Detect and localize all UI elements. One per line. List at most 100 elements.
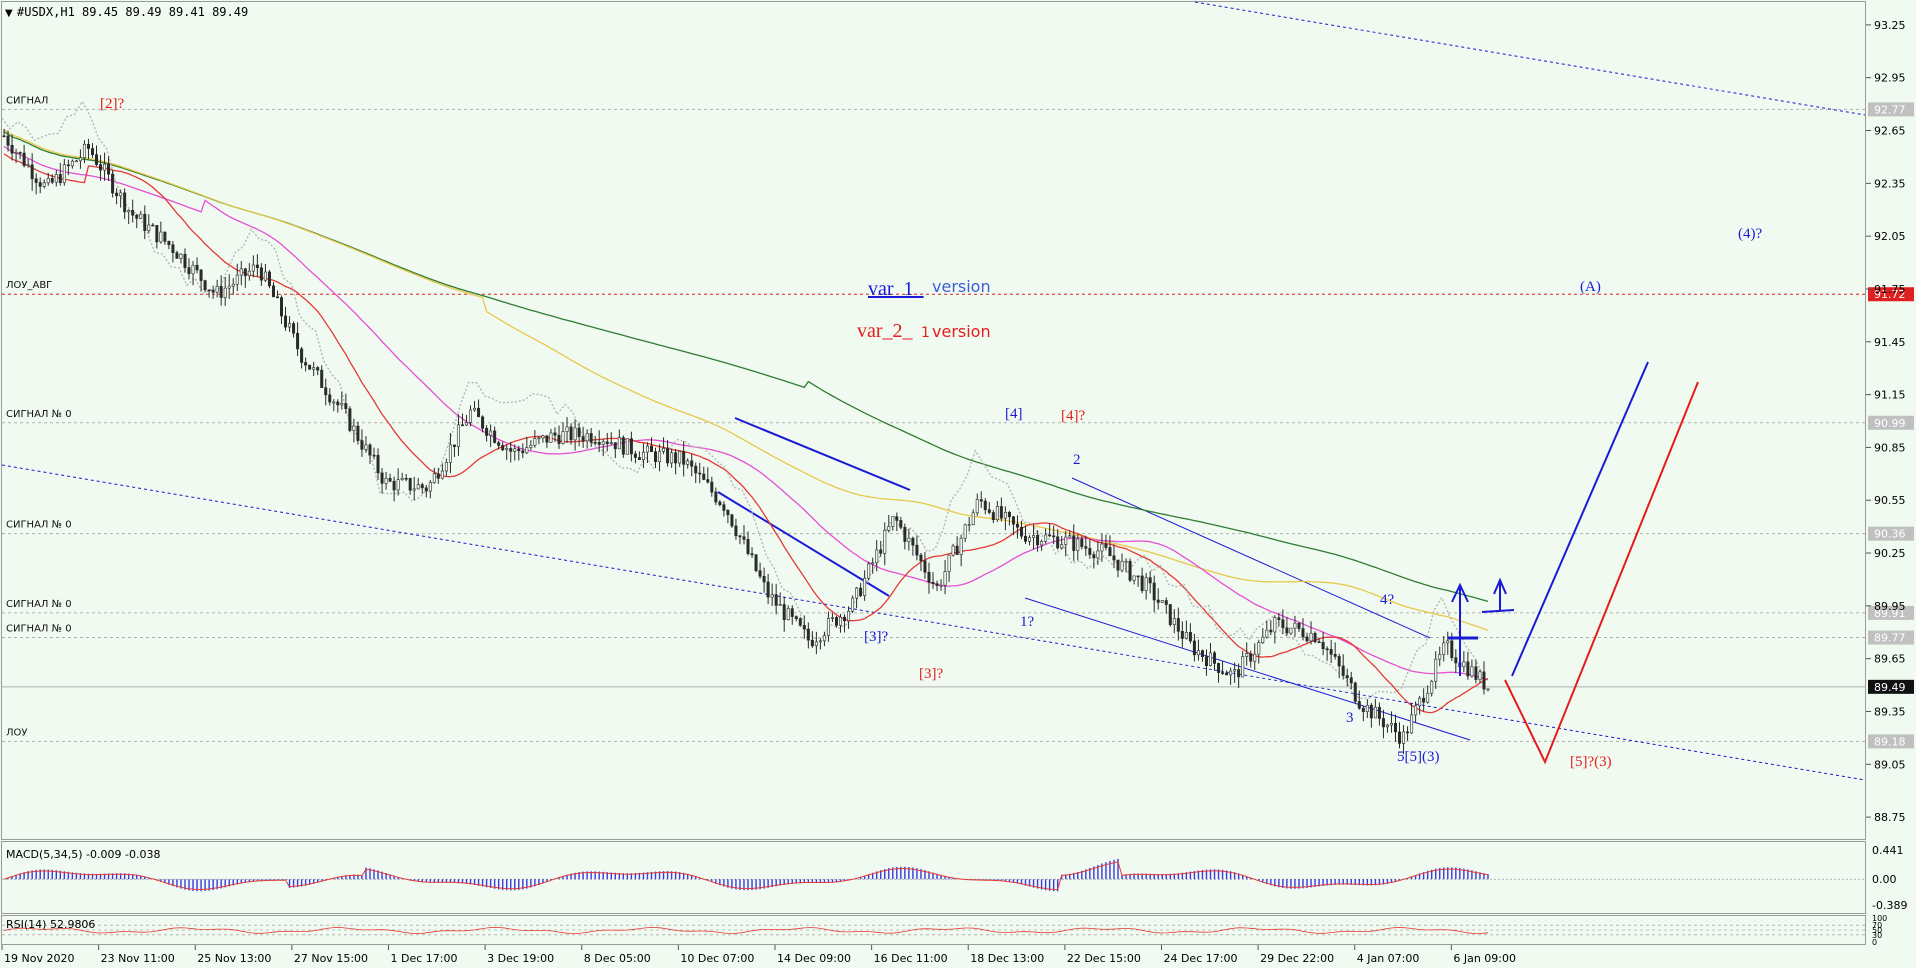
candle-body [1434,658,1438,682]
candle-body [300,348,304,363]
candle-body [794,616,798,620]
time-tick-label: 3 Dec 19:00 [487,952,554,965]
candle-body [1377,706,1381,719]
channel-lower-1 [717,491,890,597]
candle-body [380,472,384,484]
candle-body [859,587,863,596]
wave-label-red-3: [3]? [919,666,943,682]
candle-body [412,488,416,491]
candle-body [259,267,263,281]
price-tag-label: 90.36 [1874,528,1906,541]
breakout-arrow-1-head [1451,582,1469,603]
candle-body [263,271,267,281]
price-tag [1868,605,1914,620]
candle-body [839,616,843,626]
var1-version-label: version [932,277,991,296]
candle-body [581,436,585,442]
time-axis: 19 Nov 2020 23 Nov 11:00 25 Nov 13:00 27 No… [1,945,1516,965]
candle-body [292,323,296,334]
candle-body [66,164,70,167]
time-tick-label: 24 Dec 17:00 [1163,952,1237,965]
candle-body [1136,575,1140,578]
macd-signal-line [3,861,1489,891]
candle-body [284,315,288,328]
chart-dropdown-icon[interactable]: ▼ [5,8,13,19]
rsi-tick-label: 50 [1872,926,1882,935]
price-tick-label: 92.05 [1874,230,1906,243]
candle-body [549,432,553,443]
candle-body [501,445,505,451]
candle-body [1337,656,1341,667]
candle-body [746,539,750,554]
candle-body [143,213,147,231]
candle-body [1253,653,1257,662]
candle-body [790,608,794,617]
macd-panel-frame [1,841,1866,914]
macd-label: MACD(5,34,5) -0.009 -0.038 [6,848,160,861]
candle-body [135,214,139,219]
candle-body [1132,575,1136,581]
candle-body [573,427,577,441]
candle-body [352,425,356,431]
level-label: СИГНАЛ № 0 [6,624,72,635]
lower-dotted-trendline [1,464,1866,781]
candle-body [967,524,971,526]
candle-body [1015,523,1019,528]
candle-body [625,438,629,455]
candle-body [424,487,428,492]
candle-body [155,225,159,243]
candle-body [525,447,529,454]
candle-body [895,516,899,521]
candle-body [6,135,10,146]
price-tick-label: 91.15 [1874,389,1906,402]
candle-body [30,164,34,180]
candle-body [1044,534,1048,542]
candle-body [1233,669,1237,672]
channel-upper-2 [1071,477,1431,639]
breakout-bar-2 [1481,609,1515,613]
candle-body [818,640,822,643]
candle-body [1076,538,1080,551]
level-label: СИГНАЛ № 0 [6,520,72,531]
upper-dotted-trendline [1194,1,1866,116]
candle-body [879,549,883,554]
candle-body [179,253,183,259]
wave-label-red-2: [2]? [100,96,124,112]
candle-body [826,618,830,636]
rsi-label: RSI(14) 52.9806 [6,918,95,931]
candle-body [119,192,123,197]
candle-body [10,145,14,154]
price-tag-label: 90.99 [1874,417,1906,430]
candle-body [473,407,477,411]
candle-body [74,160,78,163]
candle-body [175,252,179,259]
candle-body [493,430,497,443]
candle-body [328,394,332,403]
candle-body [1277,617,1281,620]
candle-body [939,584,943,587]
candle-body [666,448,670,464]
candle-body [830,617,834,619]
wave-label-blue-4-corr: (4)? [1738,226,1762,242]
candle-body [183,253,187,268]
candle-body [1373,706,1377,719]
chart-title: #USDX,H1 89.45 89.49 89.41 89.49 [17,5,248,19]
price-tag [1868,287,1914,302]
candle-body [127,210,131,213]
candle-body [38,182,42,187]
candle-body [267,271,271,287]
time-tick-label: 1 Dec 17:00 [390,952,457,965]
candle-body [1438,654,1442,660]
candle-body [1092,554,1096,559]
time-tick-label: 22 Dec 15:00 [1067,952,1141,965]
candle-body [469,409,473,423]
candle-body [151,224,155,227]
price-tag-label: 92.77 [1874,103,1906,116]
candle-body [239,268,243,276]
candle-body [1369,704,1373,719]
candle-body [400,477,404,481]
candle-body [167,241,171,246]
candle-body [686,460,690,465]
